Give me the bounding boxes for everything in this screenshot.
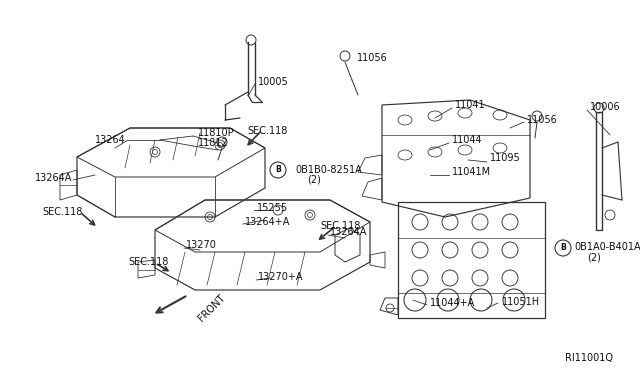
Text: 11810P: 11810P: [198, 128, 235, 138]
Text: SEC.118: SEC.118: [128, 257, 168, 267]
Text: 11044+A: 11044+A: [430, 298, 476, 308]
Text: 11044: 11044: [452, 135, 483, 145]
Text: (2): (2): [307, 175, 321, 185]
Text: 13264A: 13264A: [35, 173, 72, 183]
Text: 13270: 13270: [186, 240, 217, 250]
Text: 11095: 11095: [490, 153, 521, 163]
Text: 11041M: 11041M: [452, 167, 491, 177]
Text: 0B1B0-8251A: 0B1B0-8251A: [295, 165, 362, 175]
Text: 11051H: 11051H: [502, 297, 540, 307]
Text: 11041: 11041: [455, 100, 486, 110]
Text: 13270+A: 13270+A: [258, 272, 303, 282]
Text: 13264+A: 13264+A: [245, 217, 291, 227]
Text: 11056: 11056: [357, 53, 388, 63]
Text: 10005: 10005: [258, 77, 289, 87]
Text: 0B1A0-B401A: 0B1A0-B401A: [574, 242, 640, 252]
Text: (2): (2): [587, 252, 601, 262]
Text: 15255: 15255: [257, 203, 288, 213]
Text: B: B: [275, 166, 281, 174]
Text: B: B: [560, 244, 566, 253]
Text: RI11001Q: RI11001Q: [565, 353, 613, 363]
Text: SEC.118: SEC.118: [42, 207, 83, 217]
Text: SEC.118: SEC.118: [320, 221, 360, 231]
Text: 13264A: 13264A: [330, 227, 367, 237]
Text: FRONT: FRONT: [196, 293, 227, 323]
Text: 11056: 11056: [527, 115, 557, 125]
Text: 11812: 11812: [198, 138, 228, 148]
Text: 13264: 13264: [95, 135, 125, 145]
Text: 10006: 10006: [590, 102, 621, 112]
Text: SEC.118: SEC.118: [247, 126, 287, 136]
